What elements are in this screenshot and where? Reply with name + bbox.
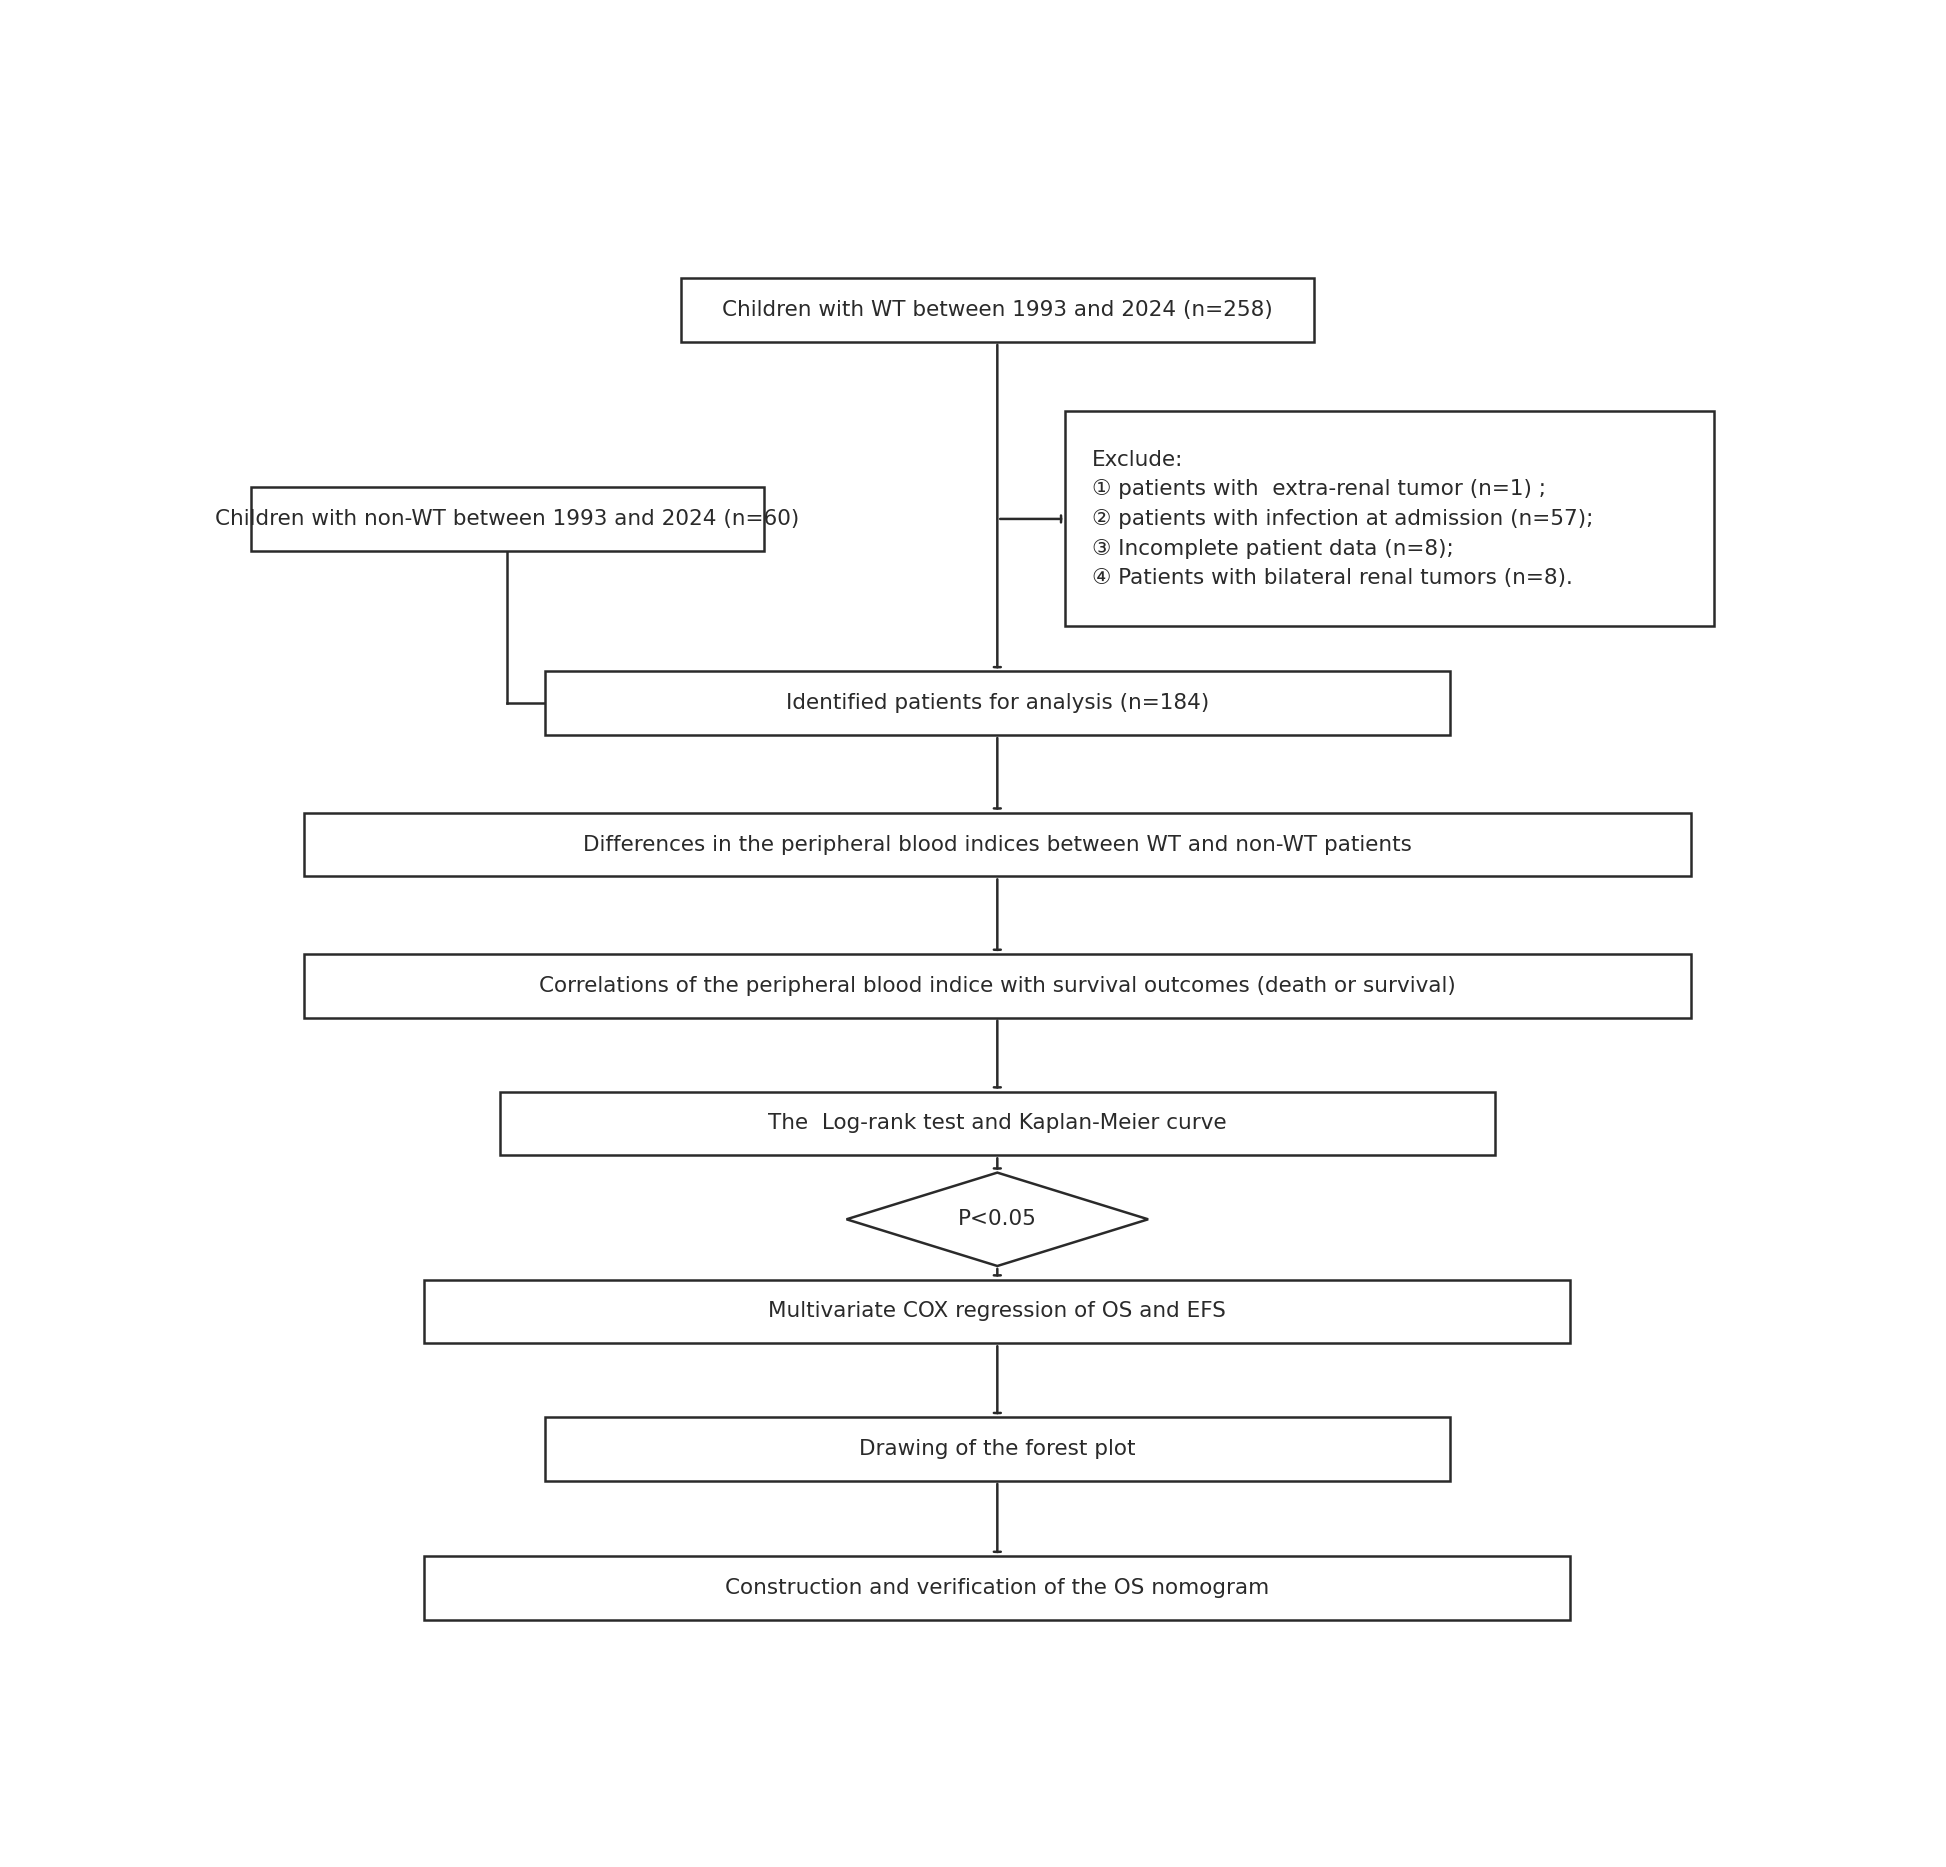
Text: Correlations of the peripheral blood indice with survival outcomes (death or sur: Correlations of the peripheral blood ind… bbox=[539, 976, 1456, 995]
FancyBboxPatch shape bbox=[1064, 411, 1714, 627]
Text: Exclude:
① patients with  extra-renal tumor (n=1) ;
② patients with infection at: Exclude: ① patients with extra-renal tum… bbox=[1092, 450, 1594, 588]
Text: Drawing of the forest plot: Drawing of the forest plot bbox=[858, 1439, 1136, 1460]
Polygon shape bbox=[847, 1172, 1148, 1266]
FancyBboxPatch shape bbox=[251, 487, 763, 551]
Text: The  Log-rank test and Kaplan-Meier curve: The Log-rank test and Kaplan-Meier curve bbox=[769, 1113, 1226, 1133]
Text: Multivariate COX regression of OS and EFS: Multivariate COX regression of OS and EF… bbox=[769, 1301, 1226, 1322]
FancyBboxPatch shape bbox=[304, 954, 1691, 1018]
FancyBboxPatch shape bbox=[545, 672, 1450, 736]
Text: P<0.05: P<0.05 bbox=[957, 1210, 1037, 1228]
FancyBboxPatch shape bbox=[500, 1092, 1495, 1156]
FancyBboxPatch shape bbox=[681, 278, 1314, 342]
Text: Children with WT between 1993 and 2024 (n=258): Children with WT between 1993 and 2024 (… bbox=[722, 301, 1273, 319]
Text: Identified patients for analysis (n=184): Identified patients for analysis (n=184) bbox=[786, 693, 1208, 713]
Text: Children with non-WT between 1993 and 2024 (n=60): Children with non-WT between 1993 and 20… bbox=[216, 510, 800, 528]
FancyBboxPatch shape bbox=[424, 1279, 1570, 1344]
Text: Differences in the peripheral blood indices between WT and non-WT patients: Differences in the peripheral blood indi… bbox=[584, 835, 1411, 855]
FancyBboxPatch shape bbox=[545, 1417, 1450, 1481]
FancyBboxPatch shape bbox=[424, 1555, 1570, 1621]
Text: Construction and verification of the OS nomogram: Construction and verification of the OS … bbox=[726, 1578, 1269, 1598]
FancyBboxPatch shape bbox=[304, 812, 1691, 876]
